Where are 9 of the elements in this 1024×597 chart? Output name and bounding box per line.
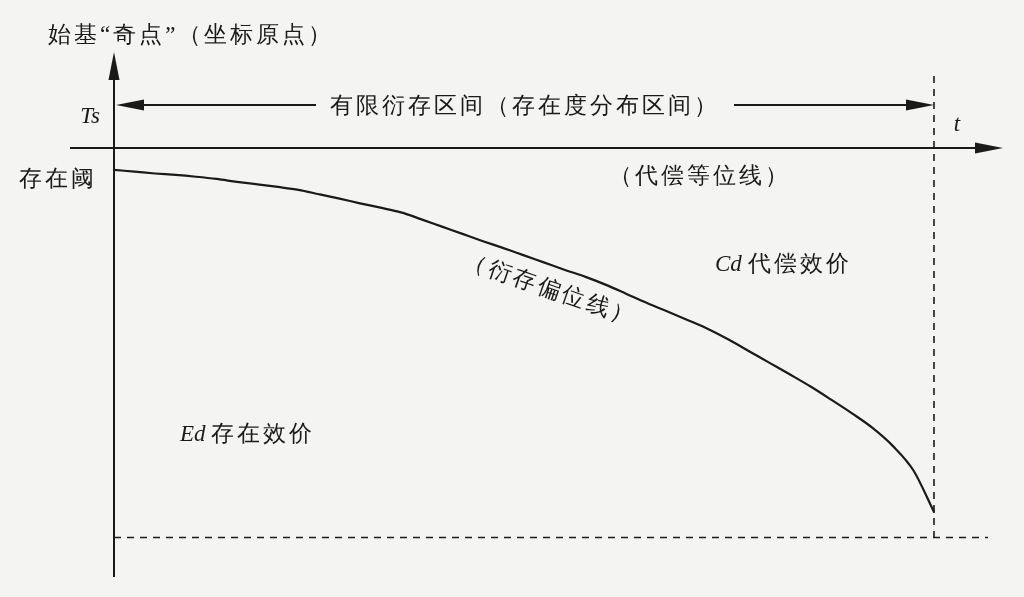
- text: 有限衍存区间（存在度分布区间）: [330, 93, 720, 118]
- y-axis-title: 始基“奇点”（坐标原点）: [48, 22, 335, 47]
- annotation: （衍存偏位线）: [460, 247, 641, 331]
- annotation: Ed 存在效价: [179, 421, 316, 446]
- text: Ts: [80, 103, 101, 128]
- x-axis-title: t: [953, 111, 961, 136]
- annotation: Cd 代偿效价: [715, 251, 852, 276]
- annotation: （代偿等位线）: [609, 163, 791, 188]
- text: 存在阈: [19, 165, 97, 191]
